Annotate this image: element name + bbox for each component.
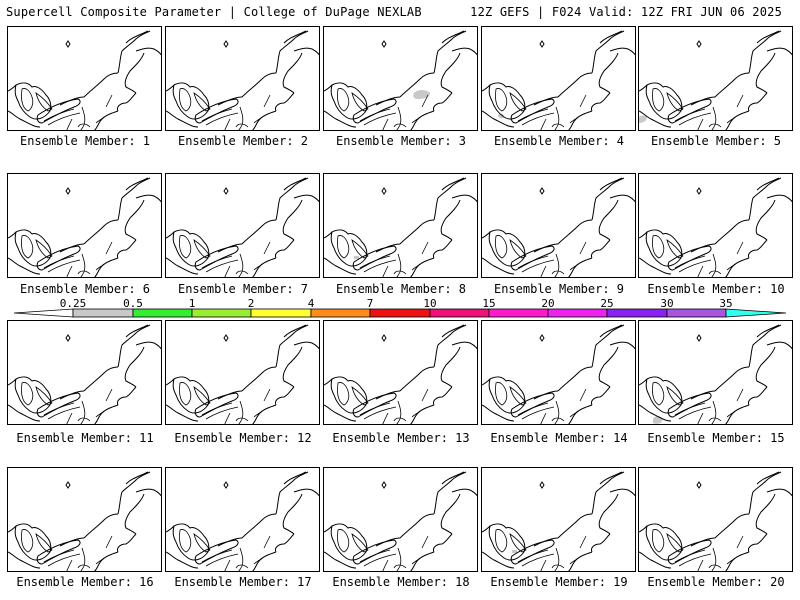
- ensemble-member-label: Ensemble Member: 11: [16, 431, 154, 445]
- state-outline-map: [324, 30, 477, 130]
- state-outline-map: [324, 471, 477, 571]
- state-outline-map: [166, 30, 319, 130]
- ensemble-member-label: Ensemble Member: 20: [647, 575, 785, 589]
- ensemble-member-map: [323, 26, 478, 131]
- ensemble-member-map: [481, 467, 636, 572]
- state-outline-map: [8, 177, 161, 277]
- state-outline-map: [482, 324, 635, 424]
- state-outline-map: [482, 177, 635, 277]
- color-scale-tick-label: 0.25: [59, 297, 87, 310]
- color-scale-tick-label: 7: [366, 297, 374, 310]
- color-scale-tick-label: 4: [307, 297, 315, 310]
- ensemble-member-label: Ensemble Member: 7: [177, 282, 309, 296]
- color-scale-segment: [310, 308, 371, 318]
- ensemble-member-map: [165, 467, 320, 572]
- color-scale-segment: [606, 308, 668, 318]
- ensemble-member-map: [638, 26, 793, 131]
- state-outline-map: [639, 324, 792, 424]
- ensemble-member-map: [481, 320, 636, 425]
- ensemble-member-label: Ensemble Member: 2: [177, 134, 309, 148]
- color-scale-segment: [191, 308, 252, 318]
- color-scale-arrow-high: [725, 308, 787, 318]
- state-outline-map: [639, 471, 792, 571]
- ensemble-member-map: [638, 467, 793, 572]
- state-outline-map: [324, 324, 477, 424]
- color-scale-tick-label: 1: [188, 297, 196, 310]
- ensemble-member-label: Ensemble Member: 17: [174, 575, 312, 589]
- ensemble-member-label: Ensemble Member: 6: [19, 282, 151, 296]
- state-outline-map: [166, 471, 319, 571]
- ensemble-member-map: [7, 467, 162, 572]
- color-scale-segment: [488, 308, 549, 318]
- state-outline-map: [639, 177, 792, 277]
- color-scale-segment: [666, 308, 727, 318]
- color-scale-segment: [429, 308, 490, 318]
- ensemble-member-label: Ensemble Member: 12: [174, 431, 312, 445]
- ensemble-member-label: Ensemble Member: 15: [647, 431, 785, 445]
- state-outline-map: [482, 30, 635, 130]
- ensemble-member-map: [323, 320, 478, 425]
- ensemble-member-label: Ensemble Member: 5: [650, 134, 782, 148]
- color-scale-segment: [72, 308, 134, 318]
- state-outline-map: [166, 177, 319, 277]
- state-outline-map: [324, 177, 477, 277]
- color-scale-segment: [547, 308, 608, 318]
- color-scale-tick-label: 20: [541, 297, 555, 310]
- ensemble-member-map: [7, 320, 162, 425]
- ensemble-member-map: [165, 26, 320, 131]
- ensemble-member-map: [7, 173, 162, 278]
- ensemble-member-label: Ensemble Member: 16: [16, 575, 154, 589]
- color-scale-tick-label: 25: [600, 297, 614, 310]
- ensemble-member-map: [165, 320, 320, 425]
- ensemble-member-map: [638, 173, 793, 278]
- ensemble-member-label: Ensemble Member: 4: [493, 134, 625, 148]
- color-scale-tick-label: 15: [482, 297, 496, 310]
- ensemble-member-label: Ensemble Member: 13: [332, 431, 470, 445]
- ensemble-member-map: [323, 173, 478, 278]
- ensemble-member-label: Ensemble Member: 19: [490, 575, 628, 589]
- ensemble-member-label: Ensemble Member: 10: [647, 282, 785, 296]
- state-outline-map: [8, 324, 161, 424]
- color-scale-segment: [250, 308, 312, 318]
- state-outline-map: [8, 471, 161, 571]
- color-scale-tick-label: 10: [423, 297, 437, 310]
- ensemble-member-label: Ensemble Member: 1: [19, 134, 151, 148]
- ensemble-member-label: Ensemble Member: 18: [332, 575, 470, 589]
- ensemble-member-label: Ensemble Member: 8: [335, 282, 467, 296]
- ensemble-member-map: [165, 173, 320, 278]
- state-outline-map: [8, 30, 161, 130]
- color-scale-arrow-low: [13, 308, 74, 318]
- ensemble-member-label: Ensemble Member: 9: [493, 282, 625, 296]
- ensemble-member-map: [638, 320, 793, 425]
- color-scale-tick-label: 2: [247, 297, 255, 310]
- run-valid-time: 12Z GEFS | F024 Valid: 12Z FRI JUN 06 20…: [470, 5, 782, 19]
- color-scale-bar: [13, 308, 787, 318]
- map-title: Supercell Composite Parameter | College …: [6, 5, 422, 19]
- color-scale-tick-label: 0.5: [123, 297, 143, 310]
- color-scale-tick-label: 30: [660, 297, 674, 310]
- ensemble-member-map: [481, 26, 636, 131]
- ensemble-member-label: Ensemble Member: 3: [335, 134, 467, 148]
- ensemble-member-label: Ensemble Member: 14: [490, 431, 628, 445]
- color-scale-tick-label: 35: [719, 297, 733, 310]
- color-scale-segment: [369, 308, 431, 318]
- state-outline-map: [639, 30, 792, 130]
- color-scale-segment: [132, 308, 193, 318]
- ensemble-member-map: [7, 26, 162, 131]
- state-outline-map: [166, 324, 319, 424]
- state-outline-map: [482, 471, 635, 571]
- ensemble-member-map: [323, 467, 478, 572]
- ensemble-member-map: [481, 173, 636, 278]
